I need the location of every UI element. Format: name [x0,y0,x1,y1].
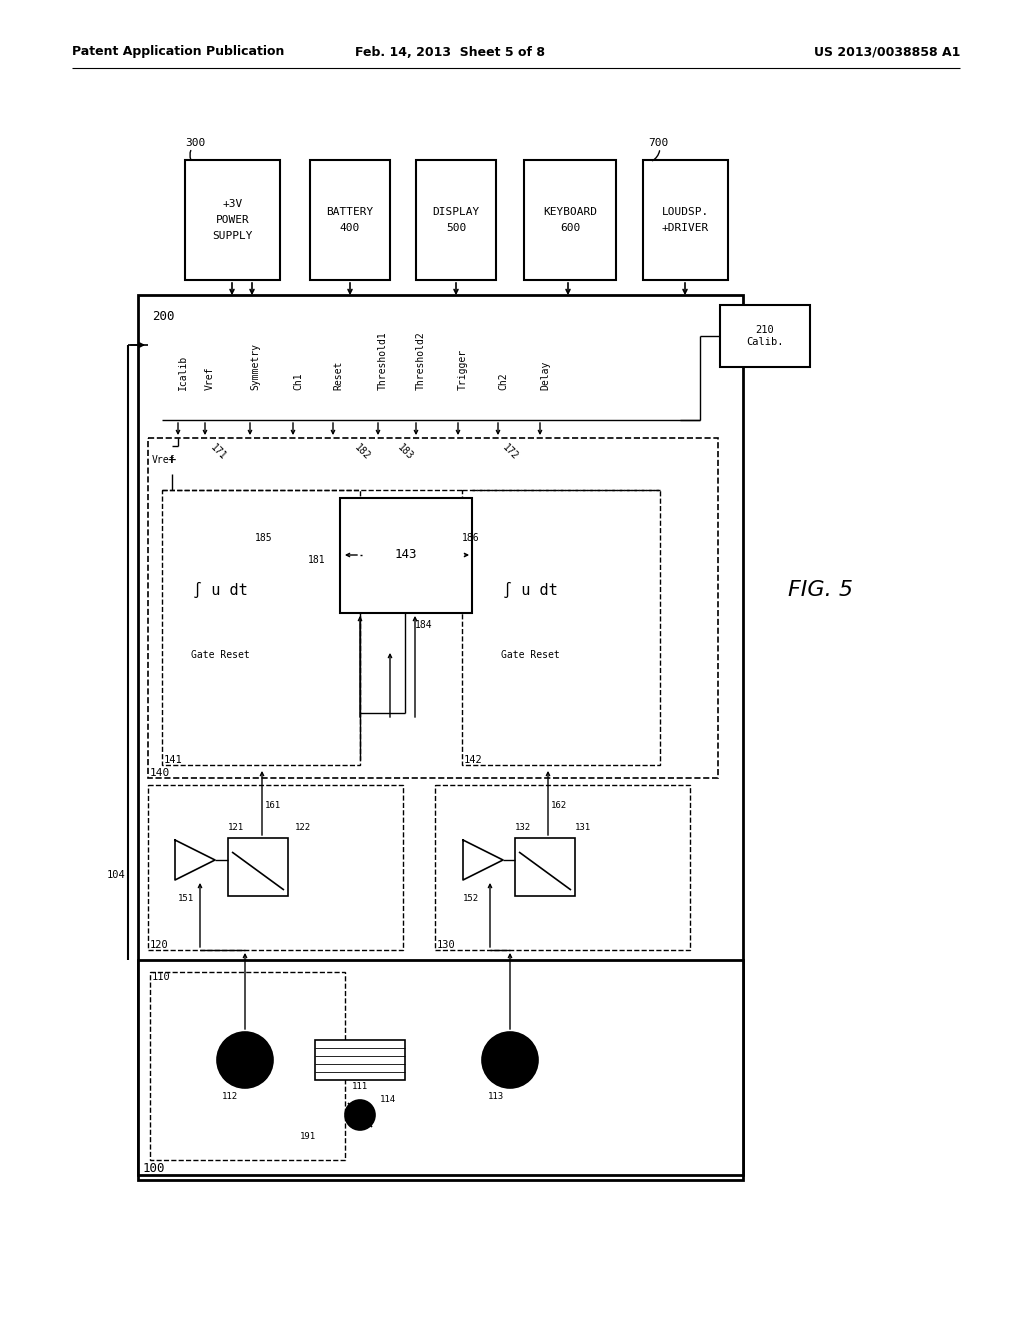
Text: US 2013/0038858 A1: US 2013/0038858 A1 [814,45,961,58]
Text: 183: 183 [395,442,415,462]
Text: 143: 143 [394,549,417,561]
Text: 111: 111 [352,1082,368,1092]
Bar [310,160,390,280]
Bar [462,490,660,766]
Text: +: + [168,453,176,467]
Text: 140: 140 [150,768,170,777]
Text: 104: 104 [106,870,125,880]
Text: 121: 121 [228,822,244,832]
Text: 186: 186 [462,533,479,543]
Text: 151: 151 [178,894,195,903]
Text: ∫ u dt: ∫ u dt [503,582,557,598]
Text: 400: 400 [340,223,360,234]
Bar [150,972,345,1160]
Text: Threshold2: Threshold2 [416,331,426,389]
Text: 200: 200 [152,310,174,323]
Text: POWER: POWER [216,215,250,224]
Text: Gate Reset: Gate Reset [190,649,250,660]
Text: 161: 161 [265,800,282,809]
Bar [435,785,690,950]
Text: Feb. 14, 2013  Sheet 5 of 8: Feb. 14, 2013 Sheet 5 of 8 [355,45,545,58]
Text: 600: 600 [560,223,581,234]
Text: 152: 152 [463,894,479,903]
Text: 184: 184 [415,620,432,630]
Text: DISPLAY: DISPLAY [432,207,479,216]
Circle shape [217,1032,273,1088]
Polygon shape [175,840,215,880]
Bar [138,294,743,1180]
Bar [162,490,360,766]
Bar [315,1040,406,1080]
Text: FIG. 5: FIG. 5 [787,579,853,601]
Text: 191: 191 [300,1133,316,1140]
Text: Threshold1: Threshold1 [378,331,388,389]
Bar [185,160,280,280]
Text: Ch1: Ch1 [293,372,303,389]
Bar [148,438,718,777]
Text: Vref: Vref [152,455,175,465]
Text: 130: 130 [437,940,456,950]
Text: 700: 700 [648,139,669,148]
Text: Reset: Reset [333,360,343,389]
Text: 112: 112 [222,1092,239,1101]
Bar [138,960,743,1175]
Text: 114: 114 [380,1096,396,1104]
Bar [515,838,575,896]
Text: Symmetry: Symmetry [250,343,260,389]
Circle shape [158,446,186,474]
Circle shape [345,1100,375,1130]
Text: 132: 132 [515,822,531,832]
Text: 110: 110 [152,972,171,982]
Text: +DRIVER: +DRIVER [662,223,710,234]
Bar [643,160,728,280]
Text: SUPPLY: SUPPLY [212,231,253,242]
Text: 185: 185 [255,533,272,543]
Text: 100: 100 [143,1162,166,1175]
Text: Icalib: Icalib [178,355,188,389]
Text: 171: 171 [208,442,227,462]
Text: 162: 162 [551,800,567,809]
Text: Patent Application Publication: Patent Application Publication [72,45,285,58]
Text: Gate Reset: Gate Reset [501,649,559,660]
Text: 210
Calib.: 210 Calib. [746,325,783,347]
Bar [340,498,472,612]
Text: 142: 142 [464,755,482,766]
Text: LOUDSP.: LOUDSP. [662,207,710,216]
Circle shape [482,1032,538,1088]
Text: ∫ u dt: ∫ u dt [193,582,248,598]
Text: 122: 122 [295,822,311,832]
Text: 120: 120 [150,940,169,950]
Bar [416,160,496,280]
Text: BATTERY: BATTERY [327,207,374,216]
Text: +3V: +3V [222,199,243,209]
Bar [228,838,288,896]
Text: 182: 182 [352,442,372,462]
Bar [720,305,810,367]
Text: 131: 131 [575,822,591,832]
Text: 181: 181 [308,554,326,565]
Text: Ch2: Ch2 [498,372,508,389]
Text: Vref: Vref [205,367,215,389]
Text: Trigger: Trigger [458,348,468,389]
Text: 141: 141 [164,755,182,766]
Polygon shape [463,840,503,880]
Text: 300: 300 [185,139,205,148]
Text: KEYBOARD: KEYBOARD [543,207,597,216]
Text: 113: 113 [488,1092,504,1101]
Text: 500: 500 [445,223,466,234]
Bar [524,160,616,280]
Text: 172: 172 [500,442,519,462]
Bar [148,785,403,950]
Text: Delay: Delay [540,360,550,389]
